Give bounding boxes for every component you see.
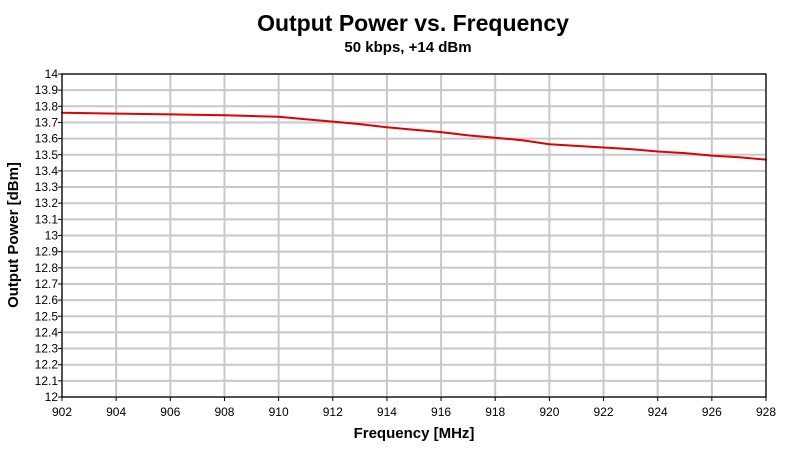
plot-border [61,73,767,398]
x-axis-label: Frequency [MHz] [354,425,475,442]
chart-title: Output Power vs. Frequency [257,10,569,36]
y-tick-label: 12.3 [35,342,59,356]
y-tick-label: 12.2 [35,358,59,372]
y-tick-label: 12.6 [35,293,59,307]
chart-subtitle: 50 kbps, +14 dBm [344,39,471,56]
y-tick-labels: 12 12.1 12.2 12.3 12.4 12.5 12.6 12.7 12.8 12.9 13… [35,67,59,404]
x-tick-labels: 902 904 906 908 910 912 914 916 918 920 922 924 926 9… [52,405,776,419]
x-tick-label: 910 [269,405,289,419]
x-tick-label: 918 [485,405,505,419]
x-tick-label: 906 [160,405,180,419]
y-axis-label: Output Power [dBm] [5,162,22,308]
x-tick-label: 914 [377,405,397,419]
y-tick-label: 12.5 [35,309,59,323]
x-tick-label: 920 [539,405,559,419]
y-tick-label: 13.8 [35,99,59,113]
y-tick-label: 12.8 [35,261,59,275]
x-tick-label: 924 [648,405,668,419]
ticks [58,73,767,401]
y-tick-label: 12.9 [35,245,59,259]
x-tick-label: 912 [323,405,343,419]
series-line-output-power [61,111,767,161]
y-tick-label: 12.4 [35,325,59,339]
y-tick-label: 13.5 [35,148,59,162]
x-tick-label: 922 [594,405,614,419]
y-tick-label: 14 [45,67,59,81]
y-tick-label: 12 [45,390,59,404]
y-tick-label: 13.6 [35,132,59,146]
x-tick-label: 908 [214,405,234,419]
series [61,111,767,161]
x-tick-label: 928 [756,405,776,419]
y-tick-label: 13.4 [35,164,59,178]
grid [62,74,766,397]
y-tick-label: 13.7 [35,115,59,129]
y-tick-label: 13.3 [35,180,59,194]
x-tick-label: 916 [431,405,451,419]
y-tick-label: 13.1 [35,212,59,226]
y-tick-label: 12.7 [35,277,59,291]
y-tick-label: 13.9 [35,83,59,97]
x-tick-label: 902 [52,405,72,419]
y-tick-label: 13.2 [35,196,59,210]
y-tick-label: 13 [45,229,59,243]
x-tick-label: 904 [106,405,126,419]
y-tick-label: 12.1 [35,374,59,388]
x-tick-label: 926 [702,405,722,419]
